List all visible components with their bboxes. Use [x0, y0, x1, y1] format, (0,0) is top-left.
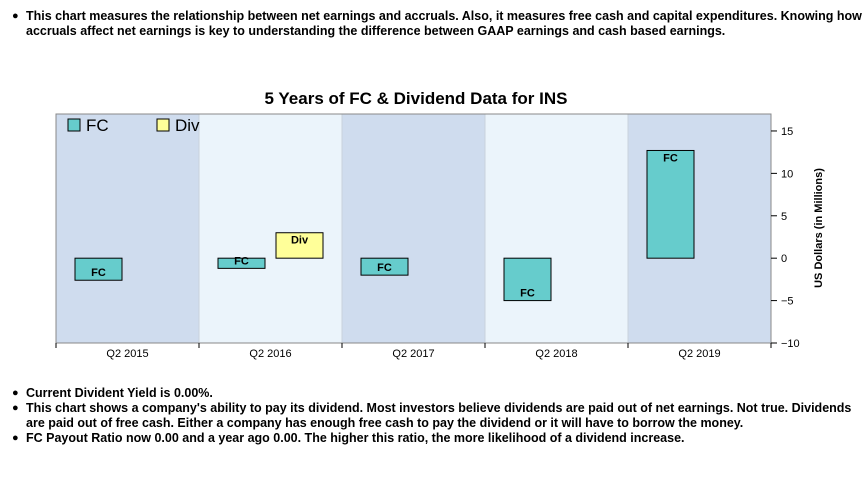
bar-fc-label: FC	[234, 255, 249, 267]
y-axis-label: US Dollars (in Millions)	[813, 168, 825, 288]
legend-swatch-fc	[67, 118, 81, 132]
note-dividend-yield: Current Divident Yield is 0.00%.	[12, 386, 862, 401]
bar-fc-label: FC	[377, 262, 392, 274]
notes-section: Current Divident Yield is 0.00%. This ch…	[12, 386, 862, 446]
x-tick-label: Q2 2016	[249, 348, 291, 360]
x-tick-label: Q2 2019	[678, 348, 720, 360]
legend-label-div: Div	[175, 116, 200, 135]
y-tick-label: 15	[781, 126, 793, 138]
fc-dividend-chart: 5 Years of FC & Dividend Data for INS FC…	[55, 89, 825, 360]
x-tick-label: Q2 2017	[392, 348, 434, 360]
intro-section: This chart measures the relationship bet…	[12, 9, 862, 39]
bar-fc	[217, 257, 266, 269]
y-tick-label: −5	[781, 296, 794, 308]
x-tick-label: Q2 2015	[106, 348, 148, 360]
bar-fc-label: FC	[520, 288, 535, 300]
plot-band	[56, 114, 199, 343]
chart-title: 5 Years of FC & Dividend Data for INS	[265, 89, 568, 108]
y-axis: −10 −5 0 5 10 15	[771, 126, 800, 350]
bar-fc	[503, 257, 552, 302]
plot-band	[199, 114, 342, 343]
bar-div-label: Div	[291, 235, 309, 247]
bar-fc-label: FC	[663, 152, 678, 164]
bars-group: FC FC Div FC FC FC	[74, 149, 695, 302]
bar-fc	[74, 257, 123, 281]
bar-div	[275, 232, 324, 259]
plot-bands	[56, 114, 771, 343]
y-tick-label: 5	[781, 211, 787, 223]
plot-band	[485, 114, 628, 343]
intro-bullet: This chart measures the relationship bet…	[12, 9, 862, 39]
y-tick-label: 0	[781, 253, 787, 265]
legend-swatch-div	[156, 118, 170, 132]
bar-fc-label: FC	[91, 267, 106, 279]
x-axis: Q2 2015 Q2 2016 Q2 2017 Q2 2018 Q2 2019	[55, 343, 772, 360]
legend-label-fc: FC	[86, 116, 109, 135]
bar-fc	[646, 149, 695, 259]
plot-frame	[55, 113, 772, 344]
note-dividend-explanation: This chart shows a company's ability to …	[12, 401, 862, 431]
plot-band	[342, 114, 485, 343]
y-tick-label: −10	[781, 338, 800, 350]
legend: FC Div	[67, 116, 200, 135]
note-payout-ratio: FC Payout Ratio now 0.00 and a year ago …	[12, 431, 862, 446]
bar-fc	[360, 257, 409, 276]
y-tick-label: 10	[781, 168, 793, 180]
x-tick-label: Q2 2018	[535, 348, 577, 360]
